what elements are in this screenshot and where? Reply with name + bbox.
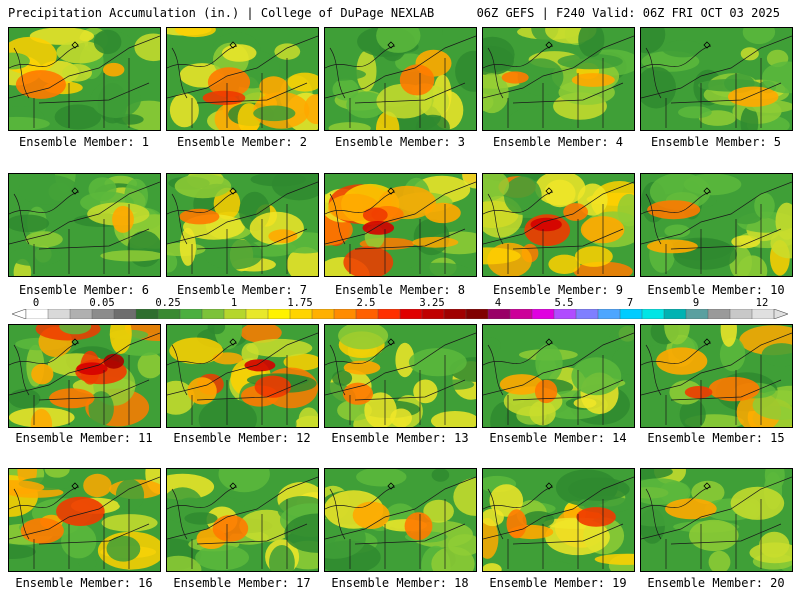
colorbar-tick-label: 5.5 [554,297,574,309]
ensemble-member-map [640,468,793,572]
colorbar-swatch [487,309,511,319]
ensemble-member-label: Ensemble Member: 9 [492,283,624,297]
colorbar-swatch [597,309,621,319]
ensemble-member-label: Ensemble Member: 3 [334,135,466,149]
colorbar-tick-label: 4 [494,297,502,309]
colorbar-swatch [223,309,247,319]
colorbar-tick-label: 12 [755,297,769,309]
colorbar-swatch [553,309,577,319]
colorbar-swatch [685,309,709,319]
ensemble-member-map [166,468,319,572]
ensemble-member-label: Ensemble Member: 6 [18,283,150,297]
colorbar-tick-label: 1 [230,297,238,309]
ensemble-member-label: Ensemble Member: 14 [489,431,627,445]
ensemble-member-map [166,324,319,428]
colorbar-swatch [69,309,93,319]
ensemble-member-map [324,173,477,277]
ensemble-member-map [640,173,793,277]
ensemble-member-label: Ensemble Member: 8 [334,283,466,297]
ensemble-member-map [166,173,319,277]
ensemble-member-map [482,324,635,428]
colorbar-tick-label: 0.25 [155,297,181,309]
ensemble-member-map [640,27,793,131]
colorbar-swatch [663,309,687,319]
colorbar-swatch [179,309,203,319]
ensemble-member-label: Ensemble Member: 19 [489,576,627,590]
ensemble-member-map [166,27,319,131]
colorbar-swatch [619,309,643,319]
colorbar-swatch [509,309,533,319]
ensemble-member-label: Ensemble Member: 5 [650,135,782,149]
colorbar-swatch [531,309,555,319]
colorbar-right-arrow [773,309,788,319]
ensemble-member-map [324,324,477,428]
ensemble-member-label: Ensemble Member: 4 [492,135,624,149]
ensemble-member-map [8,27,161,131]
ensemble-member-label: Ensemble Member: 10 [647,283,785,297]
colorbar-tick-label: 2.5 [356,297,376,309]
colorbar-tick-label: 1.75 [287,297,313,309]
ensemble-member-map [482,27,635,131]
colorbar-swatch [575,309,599,319]
colorbar-swatch [91,309,115,319]
chart-title: Precipitation Accumulation (in.) | Colle… [8,6,435,20]
colorbar-swatch [333,309,357,319]
colorbar-swatch [267,309,291,319]
ensemble-member-map [324,27,477,131]
ensemble-member-map [640,324,793,428]
colorbar-swatch [399,309,423,319]
ensemble-member-label: Ensemble Member: 20 [647,576,785,590]
colorbar-tick-label: 7 [626,297,634,309]
ensemble-member-label: Ensemble Member: 7 [176,283,308,297]
ensemble-member-label: Ensemble Member: 18 [331,576,469,590]
colorbar-swatch [47,309,71,319]
colorbar-swatch [289,309,313,319]
colorbar-swatch [443,309,467,319]
colorbar-swatch [245,309,269,319]
colorbar-tick-label: 3.25 [419,297,445,309]
colorbar-swatch [135,309,159,319]
colorbar-swatch [355,309,379,319]
colorbar-tick-label: 0 [32,297,40,309]
ensemble-member-label: Ensemble Member: 13 [331,431,469,445]
ensemble-member-map [482,173,635,277]
colorbar-tick-label: 0.05 [89,297,115,309]
colorbar-swatch [377,309,401,319]
colorbar-swatch [729,309,753,319]
colorbar-swatch [201,309,225,319]
colorbar-swatch [421,309,445,319]
colorbar-swatch [157,309,181,319]
colorbar-tick-label: 9 [692,297,700,309]
ensemble-member-label: Ensemble Member: 11 [15,431,153,445]
colorbar [12,309,788,319]
colorbar-swatch [707,309,731,319]
ensemble-member-label: Ensemble Member: 15 [647,431,785,445]
ensemble-member-label: Ensemble Member: 2 [176,135,308,149]
ensemble-member-label: Ensemble Member: 1 [18,135,150,149]
colorbar-swatch [751,309,775,319]
ensemble-member-map [482,468,635,572]
colorbar-swatch [465,309,489,319]
ensemble-member-map [8,324,161,428]
valid-time-title: 06Z GEFS | F240 Valid: 06Z FRI OCT 03 20… [476,6,780,20]
ensemble-member-label: Ensemble Member: 17 [173,576,311,590]
ensemble-member-label: Ensemble Member: 12 [173,431,311,445]
colorbar-swatch [641,309,665,319]
ensemble-member-map [8,468,161,572]
colorbar-swatch [311,309,335,319]
colorbar-swatch [113,309,137,319]
ensemble-member-label: Ensemble Member: 16 [15,576,153,590]
ensemble-member-map [8,173,161,277]
colorbar-left-arrow [12,309,27,319]
ensemble-member-map [324,468,477,572]
colorbar-swatch [25,309,49,319]
